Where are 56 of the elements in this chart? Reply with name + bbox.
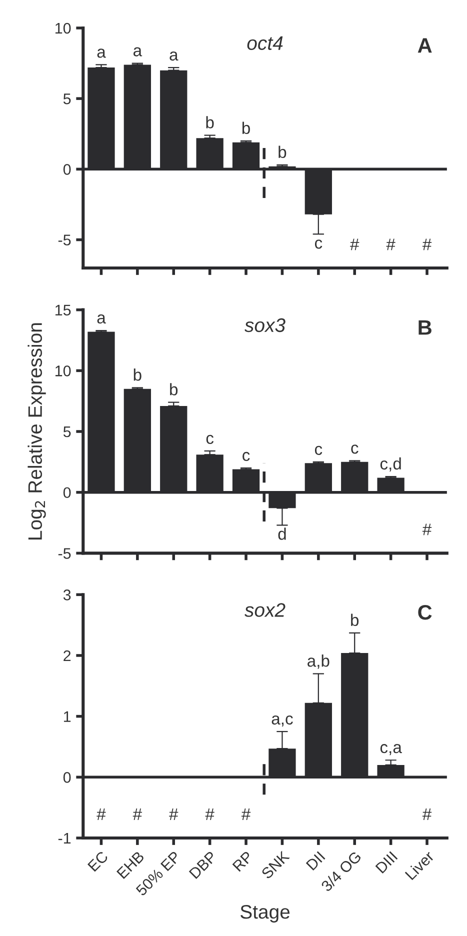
x-axis-title: Stage: [240, 904, 290, 923]
annotation: a,b: [308, 654, 330, 669]
annotation: a: [170, 51, 178, 61]
x-tick-label: DII: [306, 851, 326, 871]
y-tick-label: 3: [63, 590, 71, 600]
annotation: b: [242, 122, 250, 134]
annotation: d: [278, 528, 286, 540]
annotation: #: [422, 524, 432, 536]
annotation: A: [418, 38, 432, 53]
annotation: c,d: [380, 457, 401, 472]
annotation: c: [314, 446, 322, 455]
annotation: #: [205, 808, 214, 820]
y-tick-label: 0: [63, 772, 71, 783]
annotation: B: [418, 320, 432, 335]
y-tick-label: 15: [55, 304, 71, 316]
annotation: c: [206, 434, 214, 444]
x-tick-label: EC: [87, 850, 109, 872]
annotation: #: [386, 238, 396, 250]
y-tick-label: 5: [63, 426, 71, 438]
annotation: b: [351, 614, 359, 626]
y-tick-label: 10: [55, 22, 71, 34]
annotation: C: [418, 604, 432, 620]
chart-title: sox2: [244, 603, 286, 617]
chart-title: oct4: [247, 36, 283, 50]
y-tick-label: 1: [64, 711, 71, 722]
annotation: c,a: [380, 744, 402, 756]
annotation: a: [97, 314, 106, 324]
annotation: #: [422, 238, 432, 250]
y-tick-label: -5: [58, 548, 71, 559]
annotation: #: [169, 808, 178, 820]
annotation: b: [278, 146, 286, 158]
y-axis-title: Log$_{2}$ Relative Expression: [28, 323, 46, 540]
annotation: #: [96, 808, 106, 820]
annotation: #: [350, 238, 360, 250]
y-tick-label: 10: [55, 366, 71, 376]
y-tick-label: 0: [63, 164, 71, 175]
annotation: a: [97, 48, 106, 58]
chart-title: sox3: [244, 318, 286, 332]
annotation: c: [242, 452, 250, 462]
annotation: #: [241, 808, 251, 820]
y-tick-label: -5: [58, 234, 71, 246]
annotation: #: [132, 808, 142, 820]
y-tick-label: 5: [63, 94, 71, 104]
annotation: b: [170, 383, 178, 396]
x-tick-label: RP: [232, 850, 254, 872]
y-tick-label: 2: [64, 650, 71, 662]
annotation: b: [134, 368, 142, 381]
annotation: c: [351, 444, 358, 454]
annotation: a: [134, 47, 142, 56]
x-tick-label: DIII: [375, 851, 398, 874]
annotation: a,c: [272, 715, 293, 727]
annotation: c: [314, 240, 322, 249]
annotation: #: [422, 808, 432, 820]
annotation: b: [206, 116, 214, 128]
y-tick-label: -1: [58, 833, 71, 844]
y-tick-label: 0: [63, 487, 71, 498]
